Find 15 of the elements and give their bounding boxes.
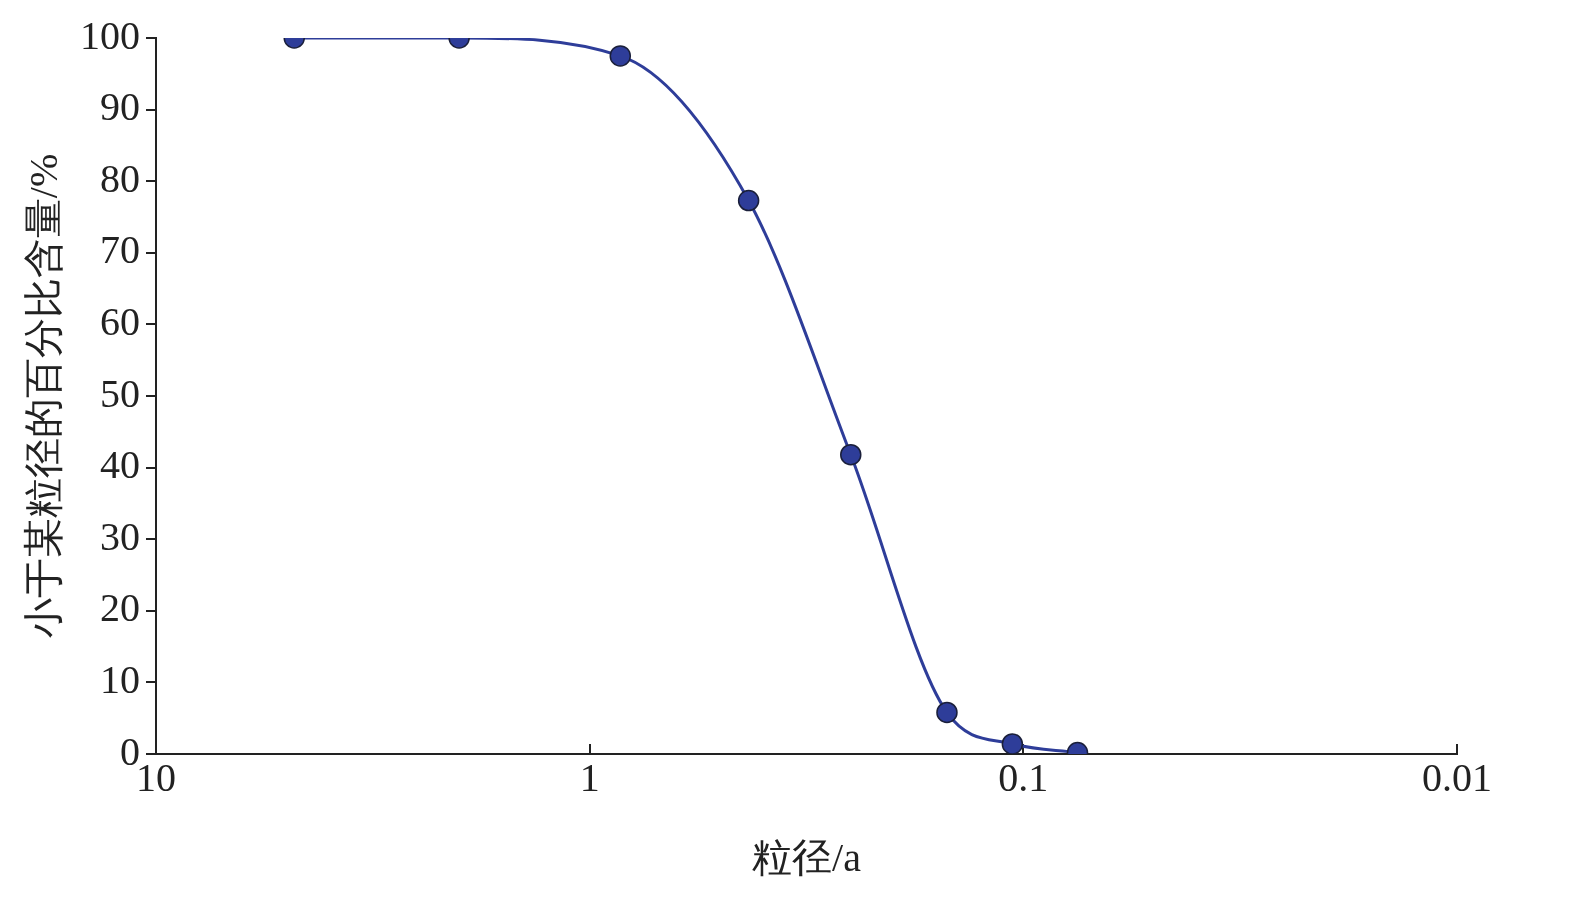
- x-tick-label: 0.01: [1422, 754, 1492, 800]
- x-tick-label: 0.1: [998, 754, 1049, 800]
- y-tick-label: 20: [100, 585, 140, 631]
- y-tick-label: 30: [100, 513, 140, 559]
- x-tick-label: 1: [579, 754, 600, 800]
- y-tick-label: 90: [100, 84, 140, 130]
- y-tick-label: 60: [100, 298, 140, 344]
- y-axis-title: 小于某粒径的百分比含量/%: [20, 153, 66, 639]
- y-tick-label: 50: [100, 370, 140, 416]
- x-axis-title: 粒径/a: [752, 834, 862, 880]
- y-tick-label: 80: [100, 155, 140, 201]
- y-tick-label: 40: [100, 442, 140, 488]
- y-tick-label: 70: [100, 227, 140, 273]
- y-tick-label: 100: [80, 12, 140, 58]
- y-tick-label: 10: [100, 656, 140, 702]
